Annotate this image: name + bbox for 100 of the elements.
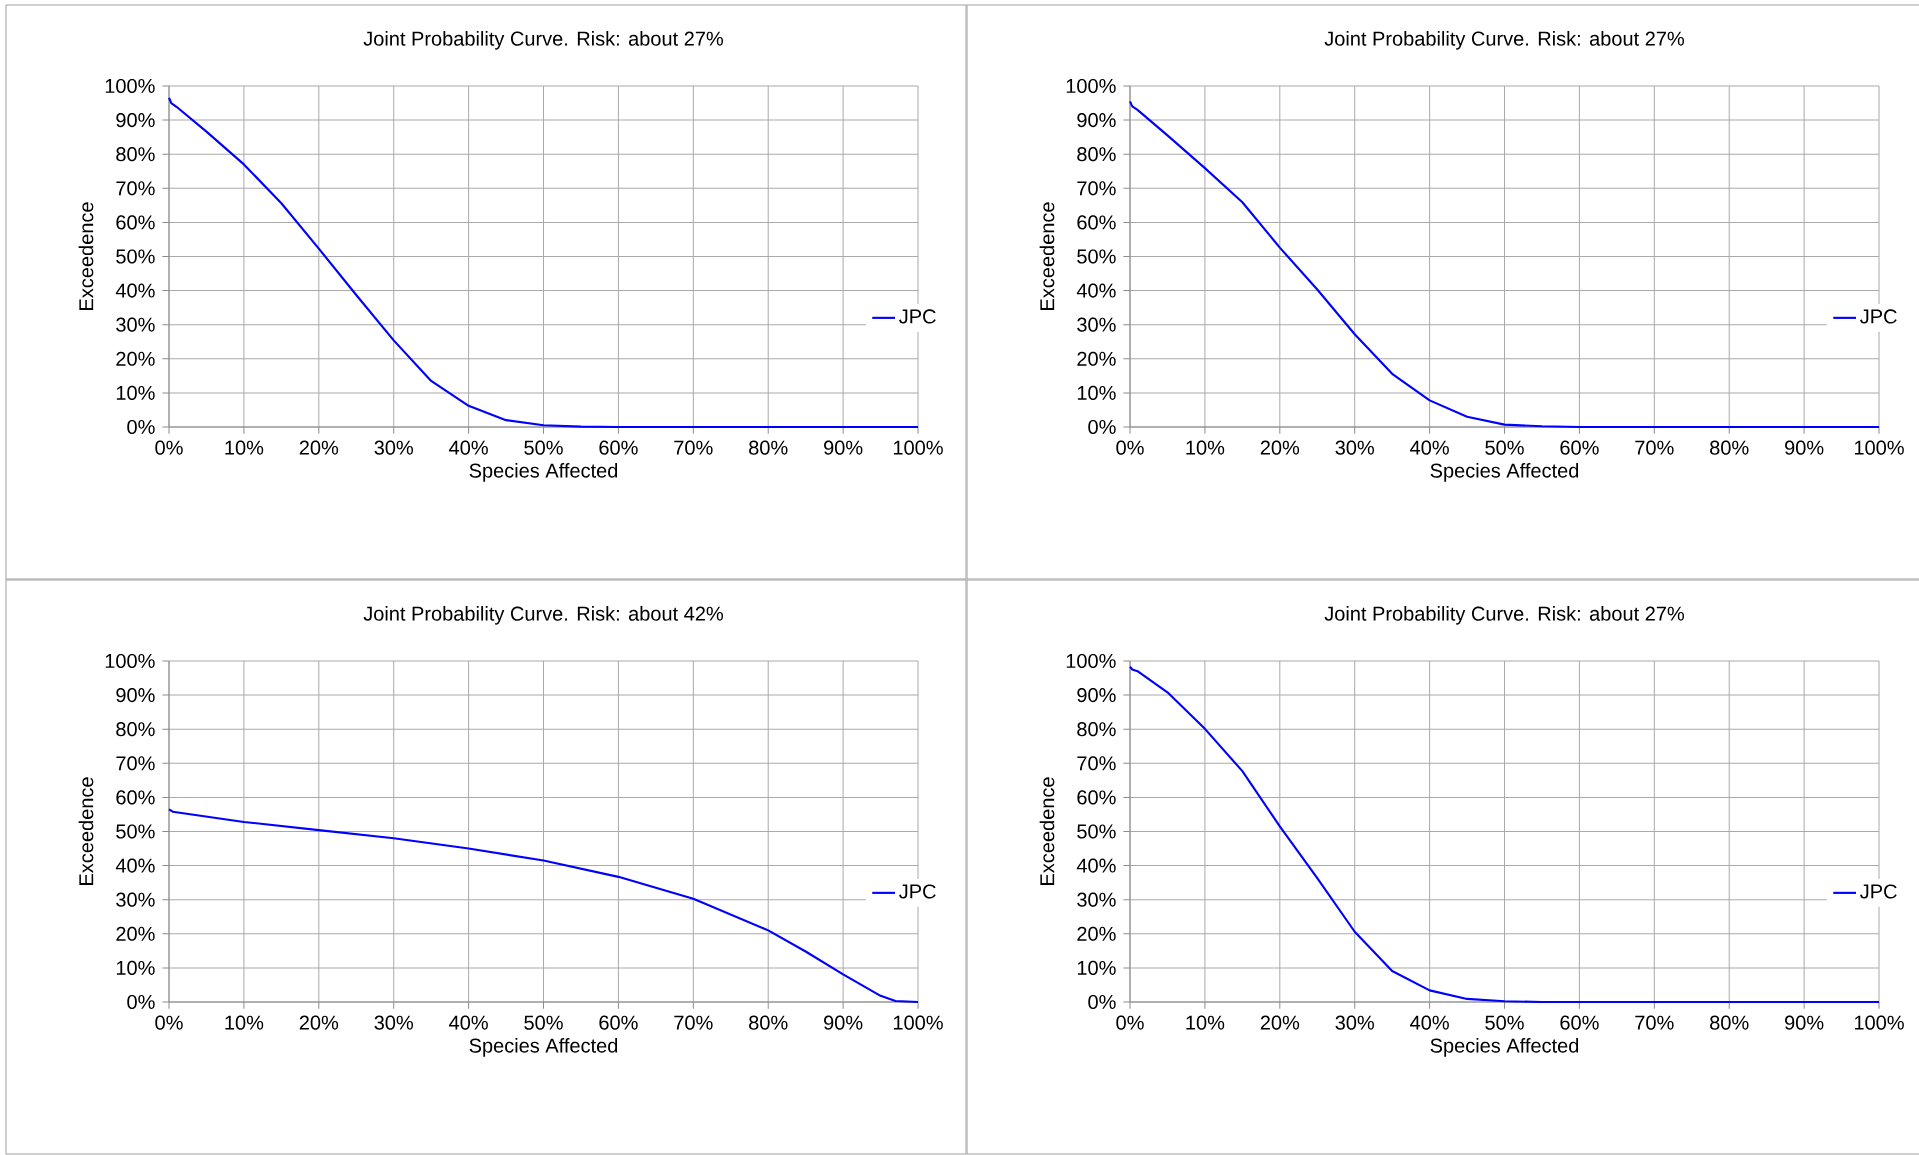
x-tick-label: 20% [299, 1015, 339, 1030]
x-tick-label: 60% [1560, 1015, 1599, 1030]
y-axis-title: Exceedence [1039, 777, 1055, 885]
x-tick-label: 10% [225, 1015, 264, 1030]
y-tick-label: 100% [1066, 78, 1116, 94]
x-tick-label: 50% [524, 1015, 563, 1030]
x-tick-label: 60% [1560, 440, 1599, 455]
x-tick-label: 50% [524, 440, 563, 455]
x-tick-label: 90% [1785, 1015, 1824, 1030]
chart-title: Joint Probability Curve. Risk: about 27% [1324, 606, 1685, 625]
x-axis-title: Species Affected [1430, 1038, 1579, 1057]
y-tick-label: 50% [1077, 249, 1116, 264]
legend-label: JPC [1860, 309, 1897, 324]
x-tick-label: 30% [374, 440, 413, 455]
x-tick-label: 80% [1710, 1015, 1749, 1030]
x-tick-label: 0% [1116, 1015, 1144, 1030]
y-tick-label: 20% [1077, 926, 1116, 941]
x-tick-label: 40% [1410, 440, 1449, 455]
x-tick-label: 20% [299, 440, 339, 455]
y-tick-label: 10% [1077, 385, 1116, 400]
y-tick-label: 40% [1076, 858, 1116, 873]
x-tick-label: 20% [1260, 1015, 1300, 1030]
y-tick-label: 60% [1077, 790, 1116, 805]
y-tick-label: 20% [116, 926, 155, 941]
y-tick-label: 40% [115, 858, 155, 873]
y-tick-label: 90% [116, 113, 155, 128]
legend-label: JPC [899, 884, 936, 899]
y-axis-title: Exceedence [78, 202, 94, 310]
y-tick-label: 60% [116, 790, 155, 805]
y-tick-label: 10% [116, 960, 155, 975]
x-tick-label: 70% [674, 1015, 713, 1030]
y-tick-label: 0% [127, 994, 155, 1010]
y-tick-label: 70% [116, 181, 155, 196]
x-tick-label: 60% [599, 1015, 638, 1030]
chart-title: Joint Probability Curve. Risk: about 27% [1324, 31, 1685, 50]
x-tick-label: 70% [1635, 440, 1674, 455]
x-axis-title: Species Affected [1430, 463, 1579, 482]
legend-label: JPC [1860, 884, 1897, 899]
x-axis-title: Species Affected [469, 463, 618, 482]
x-tick-label: 40% [449, 1015, 488, 1030]
y-tick-label: 50% [116, 249, 155, 264]
y-tick-label: 30% [1077, 892, 1116, 907]
y-tick-label: 10% [116, 385, 155, 400]
y-tick-label: 0% [1088, 994, 1116, 1010]
y-tick-label: 70% [1077, 756, 1116, 771]
y-tick-label: 40% [1076, 283, 1116, 298]
x-tick-label: 70% [1635, 1015, 1674, 1030]
chart-title: Joint Probability Curve. Risk: about 42% [363, 606, 723, 625]
x-tick-label: 50% [1485, 440, 1524, 455]
x-tick-label: 0% [155, 1015, 183, 1030]
x-tick-label: 100% [1854, 1015, 1904, 1030]
x-tick-label: 30% [1335, 440, 1374, 455]
y-tick-label: 100% [105, 653, 155, 669]
chart-title: Joint Probability Curve. Risk: about 27% [363, 31, 723, 50]
y-tick-label: 80% [1077, 147, 1116, 162]
x-tick-label: 100% [893, 440, 943, 455]
x-tick-label: 90% [1785, 440, 1824, 455]
x-tick-label: 50% [1485, 1015, 1524, 1030]
y-tick-label: 0% [127, 419, 155, 435]
y-tick-label: 30% [1077, 317, 1116, 332]
y-tick-label: 50% [1077, 824, 1116, 839]
x-tick-label: 90% [824, 440, 863, 455]
y-axis-title: Exceedence [1039, 202, 1055, 310]
y-tick-label: 70% [116, 756, 155, 771]
y-tick-label: 100% [105, 78, 155, 94]
y-tick-label: 70% [1077, 181, 1116, 196]
x-tick-label: 90% [824, 1015, 863, 1030]
y-tick-label: 60% [1077, 215, 1116, 230]
x-tick-label: 100% [893, 1015, 943, 1030]
y-tick-label: 10% [1077, 960, 1116, 975]
x-tick-label: 80% [1710, 440, 1749, 455]
x-tick-label: 80% [749, 1015, 788, 1030]
y-tick-label: 20% [1077, 351, 1116, 366]
x-tick-label: 10% [225, 440, 264, 455]
y-tick-label: 30% [116, 892, 155, 907]
x-tick-label: 40% [1410, 1015, 1449, 1030]
y-tick-label: 60% [116, 215, 155, 230]
y-tick-label: 90% [1077, 688, 1116, 703]
y-tick-label: 80% [1077, 722, 1116, 737]
x-tick-label: 0% [155, 440, 183, 455]
y-axis-title: Exceedence [78, 777, 94, 885]
y-tick-label: 40% [115, 283, 155, 298]
y-tick-label: 90% [1077, 113, 1116, 128]
x-tick-label: 30% [374, 1015, 413, 1030]
x-tick-label: 100% [1854, 440, 1904, 455]
y-tick-label: 90% [116, 688, 155, 703]
legend-label: JPC [899, 309, 936, 324]
y-tick-label: 80% [116, 722, 155, 737]
x-tick-label: 20% [1260, 440, 1300, 455]
y-tick-label: 20% [116, 351, 155, 366]
y-tick-label: 0% [1088, 419, 1116, 435]
x-tick-label: 10% [1186, 440, 1225, 455]
y-tick-label: 100% [1066, 653, 1116, 669]
x-tick-label: 40% [449, 440, 488, 455]
x-tick-label: 0% [1116, 440, 1144, 455]
x-tick-label: 70% [674, 440, 713, 455]
x-tick-label: 10% [1186, 1015, 1225, 1030]
x-tick-label: 30% [1335, 1015, 1374, 1030]
x-tick-label: 60% [599, 440, 638, 455]
y-tick-label: 50% [116, 824, 155, 839]
